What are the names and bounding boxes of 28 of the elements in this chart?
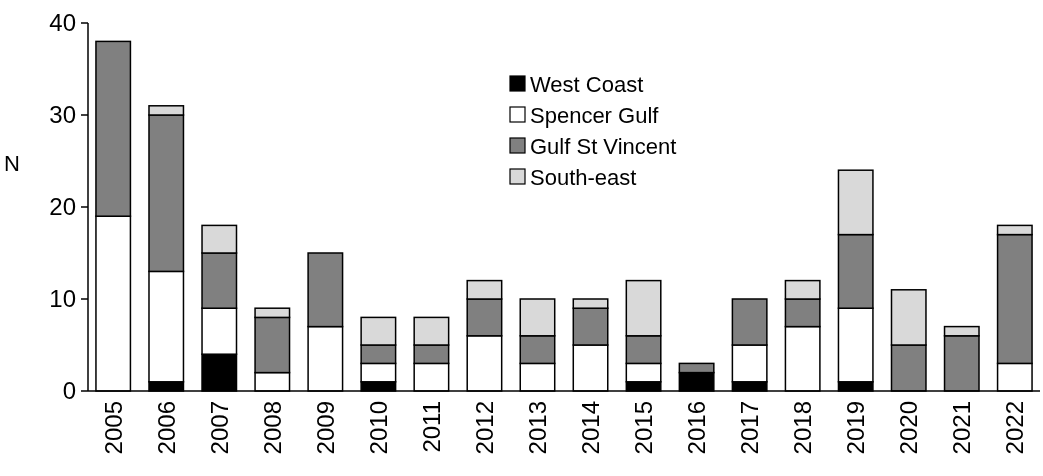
y-tick-label: 10 (49, 285, 76, 313)
legend-label: Gulf St Vincent (530, 133, 677, 159)
x-tick-label: 2015 (629, 401, 657, 455)
y-tick-label: 20 (49, 193, 76, 221)
x-tick-label: 2022 (1001, 401, 1029, 455)
legend-label: Spencer Gulf (530, 102, 660, 128)
x-tick-label: 2017 (736, 401, 764, 455)
x-tick-label: 2007 (205, 401, 233, 455)
x-tick-label: 2009 (311, 401, 339, 455)
y-tick-label: 40 (49, 9, 76, 37)
legend-label: South-east (530, 164, 637, 190)
y-tick-label: 0 (62, 377, 76, 405)
x-tick-label: 2013 (523, 401, 551, 455)
y-tick-label: 30 (49, 101, 76, 129)
x-tick-label: 2010 (364, 401, 392, 455)
x-tick-label: 2008 (258, 401, 286, 455)
legend-label: West Coast (530, 71, 644, 97)
x-tick-label: 2021 (948, 401, 976, 455)
x-tick-label: 2020 (895, 401, 923, 455)
x-tick-label: 2014 (576, 401, 604, 455)
x-tick-label: 2011 (417, 401, 445, 453)
x-tick-label: 2005 (99, 401, 127, 455)
y-axis-title: N (4, 150, 20, 176)
x-tick-label: 2018 (789, 401, 817, 455)
x-tick-label: 2019 (842, 401, 870, 455)
x-tick-label: 2016 (682, 401, 710, 455)
x-tick-label: 2012 (470, 401, 498, 455)
x-tick-label: 2006 (152, 401, 180, 455)
